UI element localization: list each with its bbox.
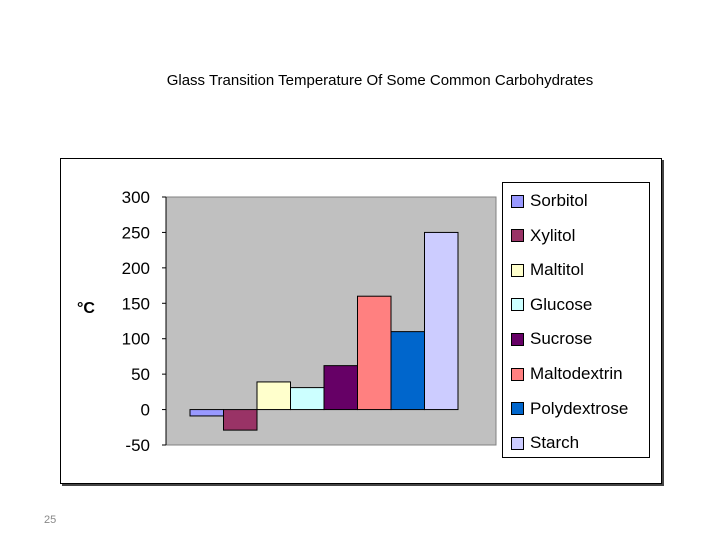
y-tick-label: 150 bbox=[122, 294, 150, 313]
legend-swatch bbox=[511, 194, 524, 208]
y-axis-label: °C bbox=[77, 300, 95, 317]
legend-swatch bbox=[511, 402, 524, 416]
slide-number: 25 bbox=[44, 514, 57, 526]
y-tick-label: -50 bbox=[125, 436, 150, 455]
legend-item-sorbitol: Sorbitol bbox=[511, 189, 588, 213]
y-tick-label: 200 bbox=[122, 259, 150, 278]
legend-item-starch: Starch bbox=[511, 431, 579, 455]
bar-xylitol bbox=[223, 409, 258, 431]
legend-label: Xylitol bbox=[530, 225, 576, 245]
bar-maltitol bbox=[256, 381, 291, 411]
legend-item-maltodextrin: Maltodextrin bbox=[511, 362, 623, 386]
legend-label: Starch bbox=[530, 433, 580, 453]
legend-item-glucose: Glucose bbox=[511, 293, 592, 317]
bar-sucrose bbox=[323, 365, 358, 411]
y-tick-label: 0 bbox=[141, 401, 150, 420]
bar-polydextrose bbox=[390, 331, 425, 411]
legend-label: Glucose bbox=[530, 294, 593, 314]
bar-starch bbox=[424, 231, 459, 411]
legend-swatch bbox=[511, 229, 524, 243]
legend-swatch bbox=[511, 298, 524, 312]
legend-label: Maltodextrin bbox=[530, 364, 623, 383]
y-tick-label: 250 bbox=[122, 223, 150, 242]
legend-item-sucrose: Sucrose bbox=[511, 327, 592, 351]
legend-label: Sucrose bbox=[530, 329, 593, 349]
bar-maltodextrin bbox=[357, 295, 392, 411]
legend-item-xylitol: Xylitol bbox=[511, 224, 575, 248]
y-tick-label: 100 bbox=[122, 330, 150, 349]
legend-item-polydextrose: Polydextrose bbox=[511, 397, 628, 421]
bar-glucose bbox=[290, 387, 325, 411]
legend-label: Sorbitol bbox=[530, 191, 588, 210]
legend-label: Polydextrose bbox=[530, 398, 629, 418]
y-tick-label: 50 bbox=[131, 365, 150, 384]
legend-label: Maltitol bbox=[530, 260, 584, 280]
bar-sorbitol bbox=[189, 409, 224, 417]
legend-swatch bbox=[511, 263, 524, 277]
legend-swatch bbox=[511, 332, 524, 346]
legend-item-maltitol: Maltitol bbox=[511, 258, 584, 282]
y-tick-label: 300 bbox=[122, 188, 150, 207]
chart-title: Glass Transition Temperature Of Some Com… bbox=[166, 72, 594, 89]
legend: Sorbitol Xylitol Maltitol Glucose Sucrose Mal… bbox=[502, 182, 650, 458]
legend-swatch bbox=[511, 367, 524, 381]
legend-swatch bbox=[511, 436, 524, 450]
